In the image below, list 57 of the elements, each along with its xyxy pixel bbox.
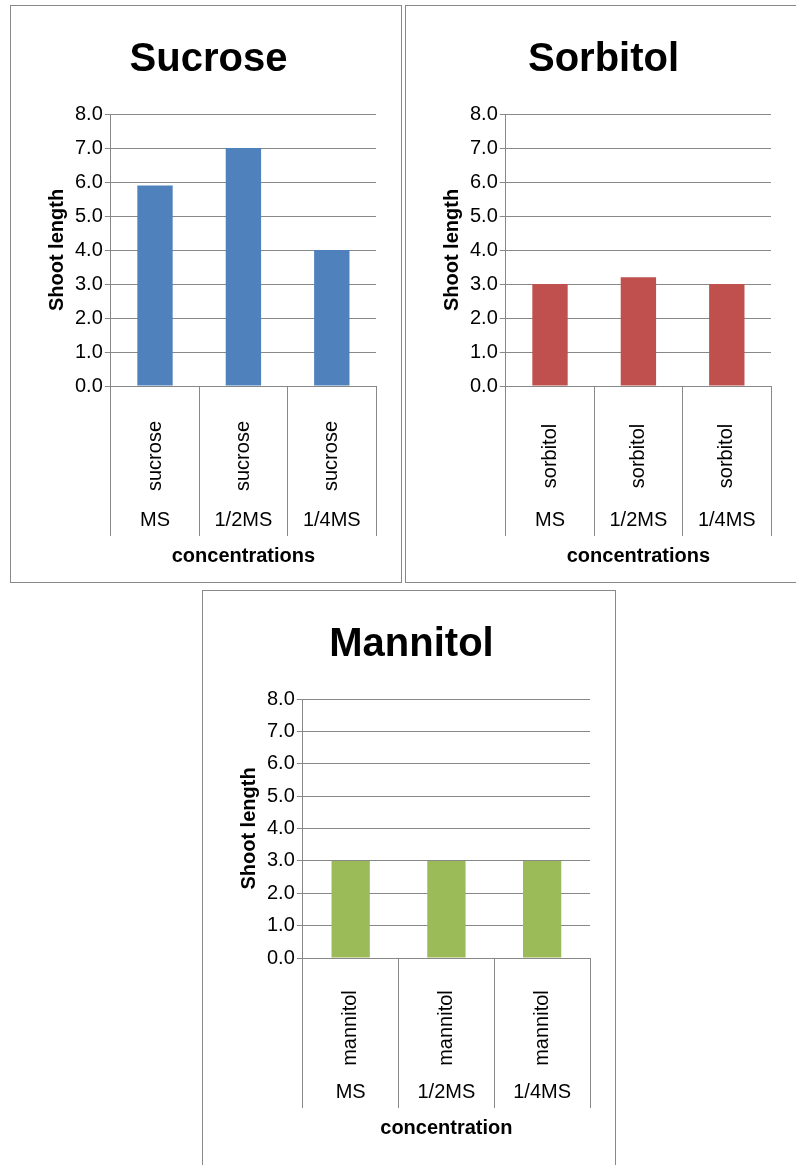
y-axis-title: Shoot length [236,767,259,890]
text: mannitol [338,990,361,1066]
y-tick-label: 0.0 [266,945,295,968]
y-tick-label: 6.0 [74,169,103,192]
bar [314,250,350,386]
y-axis-title: Shoot length [44,188,67,312]
text: sucrose [319,420,342,492]
x-tick-label: 1/2MS [609,507,668,530]
y-tick-label: 2.0 [74,305,103,328]
text: sorbitol [625,423,648,489]
y-axis-title: Shoot length [439,188,462,312]
bar [225,148,262,386]
text: mannitol [433,990,456,1066]
y-tick-label: 4.0 [469,237,498,260]
x-tick-label: MS [335,1079,366,1102]
bar [137,185,173,386]
text: sucrose [230,420,253,492]
x-tick-label: MS [140,507,170,530]
text: sorbitol [537,423,560,489]
y-tick-label: 7.0 [74,135,103,158]
y-tick-label: 0.0 [469,373,498,396]
y-tick-label: 7.0 [266,718,295,741]
y-tick-label: 2.0 [266,880,295,903]
y-tick-label: 3.0 [74,271,103,294]
y-tick-label: 8.0 [74,101,103,124]
chart-title: Sucrose [129,35,288,80]
y-tick-label: 1.0 [74,339,103,362]
text: sorbitol [714,423,737,489]
y-tick-label: 3.0 [469,271,498,294]
chart-title: Sorbitol [527,35,680,80]
text: sucrose [142,420,165,492]
x-tick-label: 1/4MS [302,507,361,530]
y-tick-label: 4.0 [74,237,103,260]
x-tick-label: 1/2MS [417,1079,476,1102]
text: mannitol [529,990,552,1066]
y-tick-label: 5.0 [266,783,295,806]
x-axis-title: concentration [380,1115,513,1138]
x-axis-title: concentrations [171,543,316,566]
x-tick-label: 1/4MS [513,1079,572,1102]
x-axis-title: concentrations [566,543,711,566]
x-tick-label: MS [535,507,565,530]
y-tick-label: 0.0 [74,373,103,396]
y-tick-label: 8.0 [469,101,498,124]
y-tick-label: 8.0 [266,686,295,709]
x-tick-label: 1/2MS [214,507,273,530]
y-tick-label: 3.0 [266,848,295,871]
y-tick-label: 1.0 [469,339,498,362]
y-tick-label: 5.0 [74,203,103,226]
y-tick-label: 6.0 [469,169,498,192]
x-tick-label: 1/4MS [697,507,756,530]
y-tick-label: 1.0 [266,913,295,936]
y-tick-label: 5.0 [469,203,498,226]
y-tick-label: 7.0 [469,135,498,158]
y-tick-label: 4.0 [266,816,295,839]
y-tick-label: 2.0 [469,305,498,328]
y-tick-label: 6.0 [266,751,295,774]
chart-title: Mannitol [329,620,494,665]
